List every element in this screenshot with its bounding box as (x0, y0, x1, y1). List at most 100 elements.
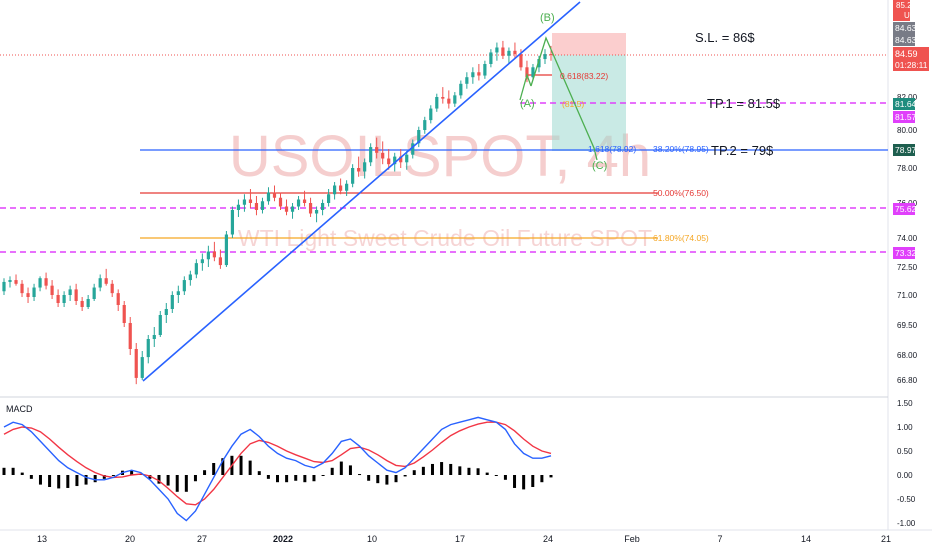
time-tick: 27 (197, 534, 207, 544)
time-tick: 20 (125, 534, 135, 544)
macd-tick: 1.50 (897, 399, 913, 408)
candle (170, 291, 174, 313)
macd-histogram-bar (367, 475, 371, 481)
candle (134, 343, 138, 385)
candle (254, 196, 259, 216)
candle (351, 164, 355, 188)
candle (284, 199, 289, 216)
time-tick: 10 (367, 534, 377, 544)
candle (411, 139, 415, 159)
candle (543, 49, 547, 64)
macd-histogram-bar (376, 475, 380, 484)
time-tick: 2022 (273, 534, 293, 544)
macd-histogram-bar (531, 475, 535, 487)
currency-label: USD (904, 11, 921, 20)
candle (345, 180, 349, 196)
candle (429, 105, 433, 124)
macd-line (3, 416, 552, 522)
macd-histogram-bar (248, 460, 252, 475)
macd-histogram-bar (38, 475, 42, 485)
candle (104, 268, 108, 286)
candle (465, 72, 469, 89)
macd-histogram-bar (276, 475, 279, 483)
candle (405, 150, 409, 170)
candle (459, 80, 463, 99)
macd-histogram-bar (102, 475, 106, 479)
badge-top1: 85.24 (896, 1, 917, 10)
candle (513, 42, 517, 60)
candle (302, 190, 307, 207)
fib-618-small-label: 0.618(83.22) (560, 71, 608, 81)
macd-histogram-bar (93, 475, 97, 483)
candle (68, 285, 72, 301)
candle (435, 93, 439, 112)
price-tick: 66.80 (897, 376, 918, 385)
candle (26, 287, 30, 303)
macd-histogram-bar (421, 466, 425, 475)
macd-histogram-bar (166, 475, 170, 486)
macd-histogram-bar (494, 475, 498, 476)
fib-382-label: 38.20%(78.95) (653, 144, 709, 154)
macd-histogram-bar (513, 475, 517, 488)
price-tick: 72.50 (897, 263, 918, 272)
candle (158, 311, 162, 337)
time-tick: 7 (717, 534, 722, 544)
macd-histogram-bar (385, 475, 389, 485)
candle (483, 60, 487, 79)
stop-loss-label: S.L. = 86$ (695, 30, 755, 45)
macd-histogram-bar (348, 465, 352, 475)
macd-histogram-bar (20, 472, 24, 475)
time-tick: 24 (543, 534, 553, 544)
price-tick: 80.00 (897, 126, 918, 135)
macd-histogram-bar (549, 475, 553, 478)
macd-histogram-bar (476, 468, 480, 475)
candle (242, 194, 247, 212)
candle (290, 203, 295, 219)
candle (2, 278, 6, 295)
candle (423, 116, 427, 134)
macd-histogram-bar (175, 475, 179, 492)
badge-tp1-a: 81.64 (895, 99, 917, 109)
badge-level-2: 73.32 (895, 248, 917, 258)
badge-level-1: 75.62 (895, 204, 917, 214)
macd-tick: 0.50 (897, 447, 913, 456)
candle (200, 253, 204, 271)
wave-c-label: (C) (592, 160, 607, 172)
macd-tick: 1.00 (897, 423, 913, 432)
candle (86, 295, 90, 309)
macd-histogram-bar (312, 475, 316, 482)
candle (326, 189, 331, 207)
candle (381, 141, 385, 165)
candle (188, 270, 192, 286)
candle (477, 64, 481, 81)
candle (339, 178, 343, 195)
candle (50, 280, 54, 299)
candle (116, 289, 120, 311)
candle (447, 90, 451, 109)
macd-histogram-bar (29, 475, 33, 479)
macd-histogram-bar (403, 475, 407, 477)
time-tick: 17 (455, 534, 465, 544)
macd-histogram-bar (130, 470, 134, 475)
price-tick: 69.50 (897, 321, 918, 330)
candle (56, 289, 60, 307)
macd-tick: 0.00 (897, 471, 913, 480)
candle (501, 40, 505, 60)
price-axis (888, 0, 932, 550)
candle (110, 280, 114, 297)
time-tick: 21 (881, 534, 891, 544)
wave-a-label: (A) (520, 98, 535, 110)
macd-histogram-bar (503, 475, 507, 480)
macd-histogram-bar (148, 475, 152, 479)
candle (92, 283, 96, 301)
macd-histogram-bar (57, 475, 61, 489)
macd-histogram-bar (75, 475, 79, 487)
candle (525, 60, 529, 83)
macd-tick: -1.00 (897, 519, 916, 528)
candle (80, 297, 84, 311)
price-tick: 74.00 (897, 234, 918, 243)
macd-label: MACD (6, 404, 33, 414)
candle (314, 206, 319, 223)
macd-histogram-bar (212, 463, 216, 475)
badge-countdown: 01:28:11 (895, 60, 928, 70)
